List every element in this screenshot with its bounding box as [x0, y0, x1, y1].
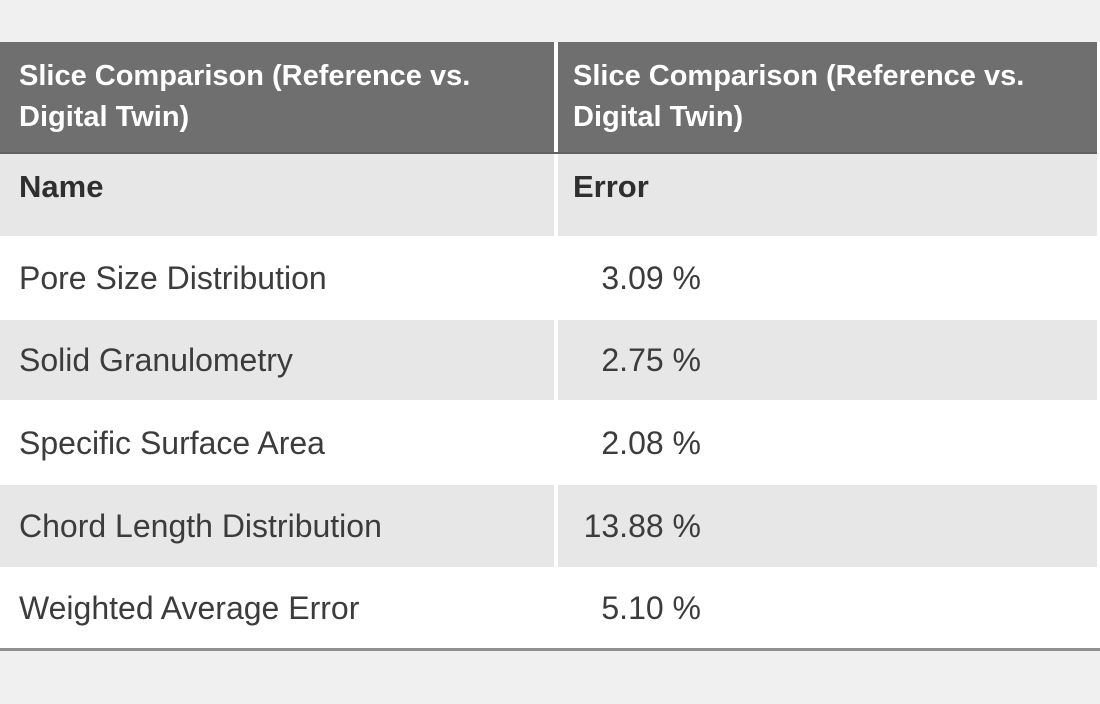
table-bottom-rule — [0, 648, 1100, 651]
column-divider — [554, 567, 558, 648]
row-error-cell: 2.08 % — [558, 400, 1097, 485]
error-value: 2.75 % — [601, 342, 701, 378]
column-divider — [554, 154, 558, 236]
table-row: Solid Granulometry 2.75 % — [0, 320, 1097, 400]
row-name-cell: Pore Size Distribution — [0, 236, 554, 320]
top-margin-band — [0, 0, 1100, 42]
row-error-cell: 2.75 % — [558, 320, 1097, 400]
row-error-cell: 5.10 % — [558, 567, 1097, 648]
row-name-cell: Solid Granulometry — [0, 320, 554, 400]
row-error-cell: 13.88 % — [558, 485, 1097, 567]
header-title-error-column: Slice Comparison (Reference vs. Digital … — [558, 42, 1097, 152]
column-divider — [554, 320, 558, 400]
column-headers-row: Name Error — [0, 154, 1097, 236]
header-title-name-column: Slice Comparison (Reference vs. Digital … — [0, 42, 554, 152]
column-divider — [554, 236, 558, 320]
table-header-row: Slice Comparison (Reference vs. Digital … — [0, 42, 1097, 154]
table-row: Specific Surface Area 2.08 % — [0, 400, 1097, 485]
bottom-margin-band — [0, 651, 1100, 704]
column-header-name: Name — [0, 154, 554, 236]
table-row: Pore Size Distribution 3.09 % — [0, 236, 1097, 320]
table-row: Chord Length Distribution 13.88 % — [0, 485, 1097, 567]
error-value: 3.09 % — [601, 260, 701, 296]
column-divider — [554, 400, 558, 485]
row-error-cell: 3.09 % — [558, 236, 1097, 320]
column-divider — [554, 42, 558, 152]
column-header-error: Error — [558, 154, 1097, 236]
error-value: 5.10 % — [601, 589, 701, 626]
error-value: 2.08 % — [601, 424, 701, 461]
row-name-cell: Chord Length Distribution — [0, 485, 554, 567]
error-value: 13.88 % — [583, 508, 701, 544]
slice-comparison-table: Slice Comparison (Reference vs. Digital … — [0, 42, 1100, 648]
table-row: Weighted Average Error 5.10 % — [0, 567, 1097, 648]
column-divider — [554, 485, 558, 567]
row-name-cell: Specific Surface Area — [0, 400, 554, 485]
row-name-cell: Weighted Average Error — [0, 567, 554, 648]
